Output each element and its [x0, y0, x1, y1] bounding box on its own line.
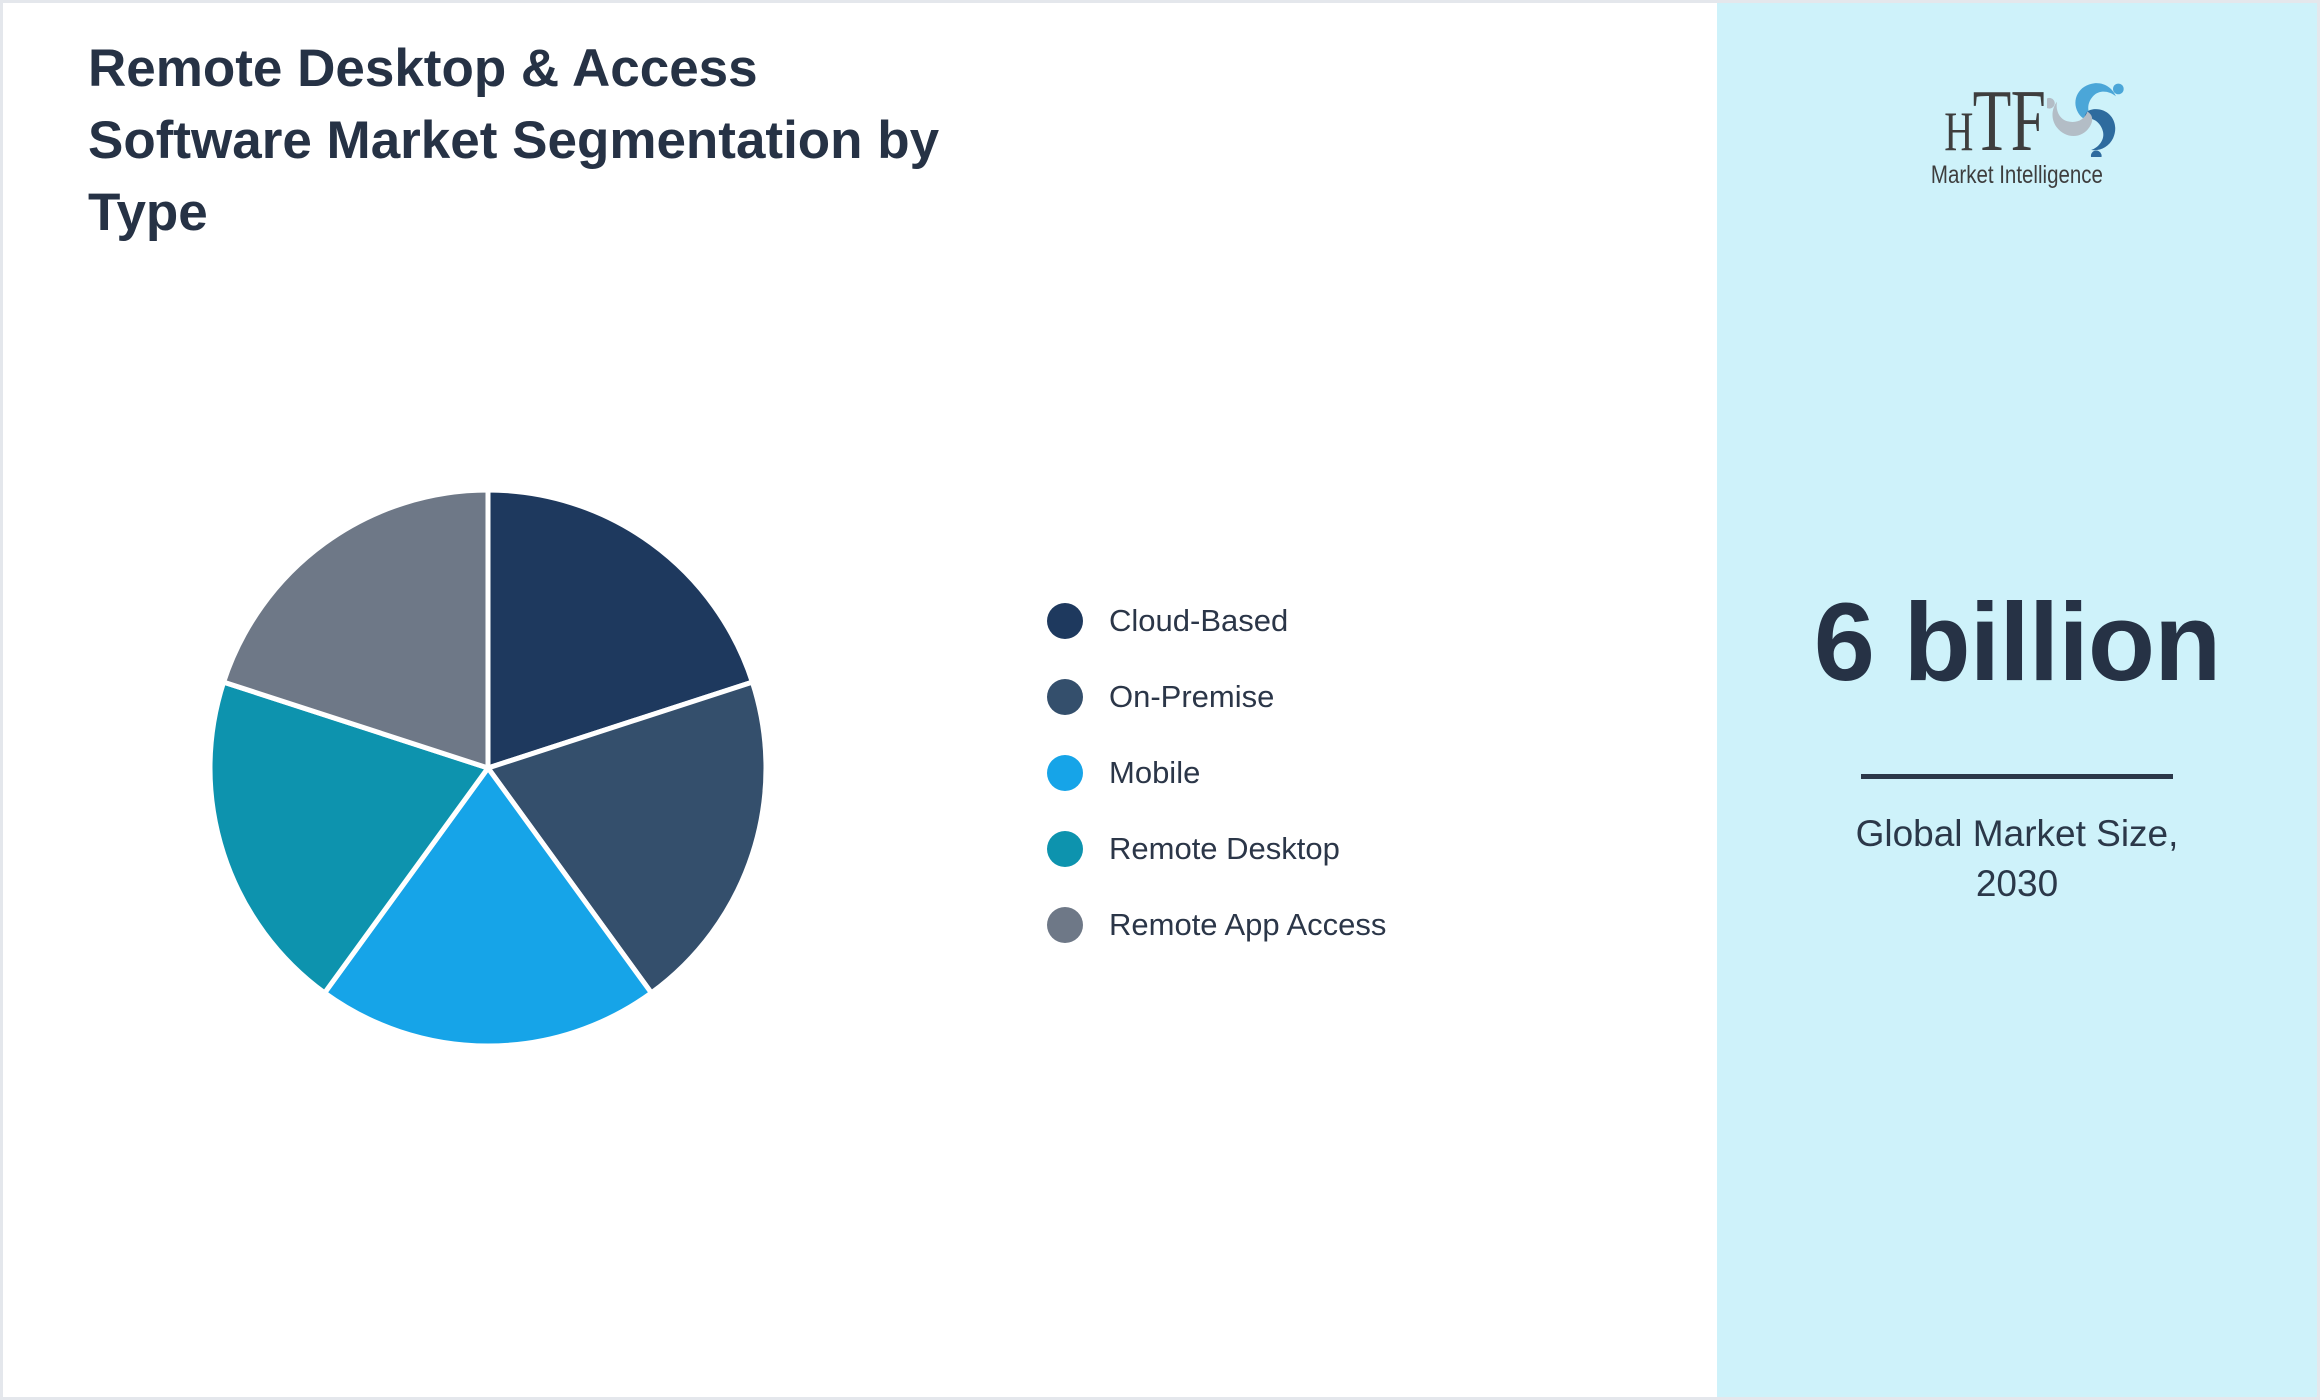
legend-color-dot [1047, 755, 1083, 791]
chart-title-line-1: Remote Desktop & Access [88, 39, 758, 98]
pie-slice-mobile [322, 765, 654, 1049]
logo-row: HTF [1905, 75, 2129, 165]
logo-letter-h: H [1944, 100, 1973, 163]
pie-slice-remote-app-access [221, 487, 491, 771]
pie-slice-remote-desktop [207, 679, 491, 996]
logo-subtitle: Market Intelligence [1930, 161, 2104, 189]
legend-color-dot [1047, 603, 1083, 639]
legend-label: Remote App Access [1109, 907, 1387, 942]
caption-line-2: 2030 [1975, 863, 2059, 904]
market-size-value: 6 billion [1813, 581, 2222, 704]
caption-line-1: Global Market Size, [1855, 813, 2179, 854]
pie-chart [207, 487, 769, 1049]
legend-label: Remote Desktop [1109, 831, 1340, 866]
legend-item: On-Premise [1047, 679, 1386, 715]
chart-title-line-2: Software Market Segmentation by [88, 111, 940, 170]
legend-label: Cloud-Based [1109, 603, 1289, 638]
logo-text: HTF [1944, 77, 2046, 165]
legend: Cloud-Based On-Premise Mobile Remote Deskto… [1047, 603, 1386, 943]
legend-item: Remote Desktop [1047, 831, 1386, 867]
legend-label: Mobile [1109, 755, 1201, 790]
sidebar-panel: HTF Market Intelligence [1717, 3, 2317, 1397]
legend-item: Cloud-Based [1047, 603, 1386, 639]
chart-title: Remote Desktop & Access Software Market … [88, 33, 939, 249]
market-size-caption: Global Market Size, 2030 [1717, 809, 2317, 909]
dolphin-swirl-icon [2047, 83, 2124, 157]
legend-color-dot [1047, 831, 1083, 867]
logo-letters-tf: TF [1972, 72, 2046, 170]
chart-title-line-3: Type [88, 183, 208, 242]
brand-logo: HTF Market Intelligence [1717, 75, 2317, 190]
legend-label: On-Premise [1109, 679, 1275, 714]
legend-item: Mobile [1047, 755, 1386, 791]
legend-color-dot [1047, 907, 1083, 943]
legend-color-dot [1047, 679, 1083, 715]
pie-slice-cloud-based [485, 487, 755, 771]
divider-line [1861, 774, 2173, 779]
pie-slice-on-premise [485, 679, 769, 996]
legend-item: Remote App Access [1047, 907, 1386, 943]
